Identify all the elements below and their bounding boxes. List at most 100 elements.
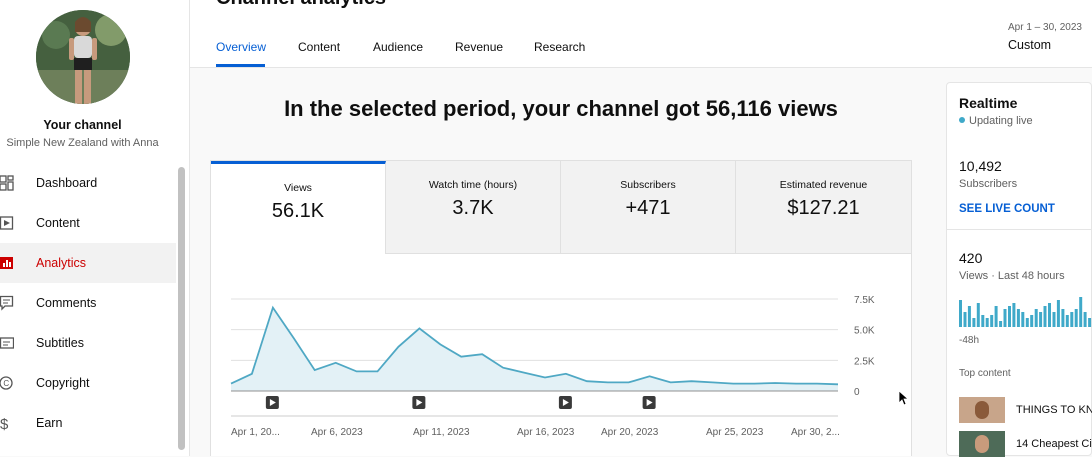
play-icon: [562, 399, 569, 406]
top-content-label: Top content: [959, 368, 1011, 379]
views-chart-svg: 7.5K 5.0K 2.5K 0 Apr 1, 20... Apr 6, 2023 Apr …: [230, 295, 875, 438]
realtime-title: Realtime: [959, 95, 1018, 111]
y-tick-label: 7.5K: [854, 295, 875, 306]
metric-card-watch-time[interactable]: Watch time (hours) 3.7K: [386, 161, 561, 255]
date-range[interactable]: Apr 1 – 30, 2023: [1008, 22, 1082, 33]
sidebar-item-comments[interactable]: Comments: [0, 283, 176, 323]
metric-label: Estimated revenue: [779, 179, 868, 191]
top-content-title[interactable]: THINGS TO KNO: [1016, 404, 1092, 416]
views-chart[interactable]: 7.5K 5.0K 2.5K 0 Apr 1, 20... Apr 6, 2023 Apr …: [210, 254, 912, 456]
page-title: Channel analytics: [216, 0, 386, 10]
metric-value: $127.21: [787, 197, 860, 219]
realtime-bar: [1061, 309, 1065, 327]
top-content-title[interactable]: 14 Cheapest Citi: [1016, 438, 1092, 450]
x-tick-label: Apr 16, 2023: [517, 427, 575, 438]
see-live-count-link[interactable]: SEE LIVE COUNT: [959, 203, 1055, 215]
x-tick-label: Apr 25, 2023: [706, 427, 764, 438]
realtime-bar: [1070, 312, 1074, 327]
channel-avatar[interactable]: [36, 10, 130, 104]
realtime-bar: [1021, 312, 1025, 327]
analytics-header: Channel analytics Overview Content Audie…: [190, 0, 1092, 68]
realtime-bar: [1034, 309, 1038, 327]
video-thumbnail[interactable]: [959, 397, 1005, 423]
x-tick-label: Apr 6, 2023: [311, 427, 363, 438]
metric-card-views[interactable]: Views 56.1K: [211, 161, 386, 255]
tab-revenue[interactable]: Revenue: [455, 40, 504, 54]
realtime-bar: [1008, 306, 1011, 327]
realtime-bar: [1052, 312, 1056, 327]
realtime-views-label: Views · Last 48 hours: [959, 270, 1065, 282]
views-area: [231, 307, 838, 391]
realtime-bar: [1065, 315, 1069, 327]
dashboard-icon: [0, 175, 14, 191]
realtime-bar: [1074, 309, 1078, 327]
sidebar-item-label: Comments: [36, 296, 97, 310]
realtime-bar: [994, 306, 998, 327]
sidebar-item-label: Earn: [36, 416, 63, 430]
sidebar-scrollbar[interactable]: [178, 167, 185, 450]
y-tick-label: 0: [854, 387, 860, 398]
realtime-axis-label: -48h: [959, 335, 980, 346]
realtime-bar: [1030, 315, 1034, 327]
mouse-cursor-icon: [898, 390, 910, 406]
realtime-bar: [967, 306, 971, 327]
realtime-bar: [985, 318, 989, 327]
realtime-bar: [1048, 303, 1051, 327]
sidebar-item-label: Dashboard: [36, 176, 98, 190]
realtime-bar: [1056, 300, 1060, 327]
subtitles-icon: [0, 337, 14, 349]
active-tab-indicator: [216, 64, 265, 67]
metric-label: Subscribers: [620, 179, 676, 191]
realtime-views-count: 420: [959, 250, 983, 266]
tab-research[interactable]: Research: [534, 40, 586, 54]
x-tick-label: Apr 11, 2023: [413, 427, 470, 438]
x-tick-label: Apr 20, 2023: [601, 427, 659, 438]
sidebar: Your channel Simple New Zealand with Ann…: [0, 0, 190, 456]
comments-icon: [0, 295, 14, 311]
play-icon: [646, 399, 653, 406]
x-tick-label: Apr 30, 2...: [791, 427, 840, 438]
subscriber-count: 10,492: [959, 158, 1002, 174]
realtime-bar: [976, 303, 980, 327]
copyright-icon: C: [0, 376, 13, 390]
realtime-bar: [1079, 297, 1083, 327]
sidebar-item-label: Content: [36, 216, 80, 230]
tab-content[interactable]: Content: [298, 40, 341, 54]
tab-audience[interactable]: Audience: [373, 40, 424, 54]
realtime-status: Updating live: [969, 115, 1033, 127]
realtime-bar: [1043, 306, 1047, 327]
date-preset[interactable]: Custom: [1008, 38, 1052, 52]
headline: In the selected period, your channel got…: [284, 96, 838, 121]
realtime-bar: [1039, 312, 1043, 327]
metric-card-revenue[interactable]: Estimated revenue $127.21: [736, 161, 911, 255]
tab-overview[interactable]: Overview: [216, 40, 267, 54]
play-icon: [269, 399, 276, 406]
play-icon: [416, 399, 423, 406]
realtime-bar: [1012, 303, 1016, 327]
metric-card-subscribers[interactable]: Subscribers +471: [561, 161, 736, 255]
sidebar-item-label: Copyright: [36, 376, 90, 390]
y-tick-label: 2.5K: [854, 356, 875, 367]
sidebar-item-copyright[interactable]: C Copyright: [0, 363, 176, 403]
realtime-bar: [1083, 312, 1087, 327]
divider: [947, 229, 1092, 230]
sidebar-item-label: Subtitles: [36, 336, 84, 350]
realtime-bar: [963, 312, 967, 327]
x-tick-label: Apr 1, 20...: [231, 427, 280, 438]
sidebar-item-content[interactable]: Content: [0, 203, 176, 243]
your-channel-label: Your channel: [43, 118, 122, 132]
sidebar-item-analytics[interactable]: Analytics: [0, 243, 176, 283]
video-thumbnail[interactable]: [959, 431, 1005, 457]
metric-label: Views: [284, 182, 312, 194]
sidebar-item-dashboard[interactable]: Dashboard: [0, 163, 176, 203]
sidebar-item-subtitles[interactable]: Subtitles: [0, 323, 176, 363]
metric-value: 3.7K: [452, 197, 494, 219]
metric-label: Watch time (hours): [428, 179, 518, 191]
realtime-bar: [1025, 318, 1029, 327]
realtime-bar: [1088, 318, 1092, 327]
realtime-bar: [1016, 309, 1020, 327]
metric-value: +471: [625, 197, 671, 219]
content-icon: [0, 216, 14, 230]
sidebar-item-earn[interactable]: $ Earn: [0, 403, 176, 443]
analytics-icon: [0, 257, 13, 269]
